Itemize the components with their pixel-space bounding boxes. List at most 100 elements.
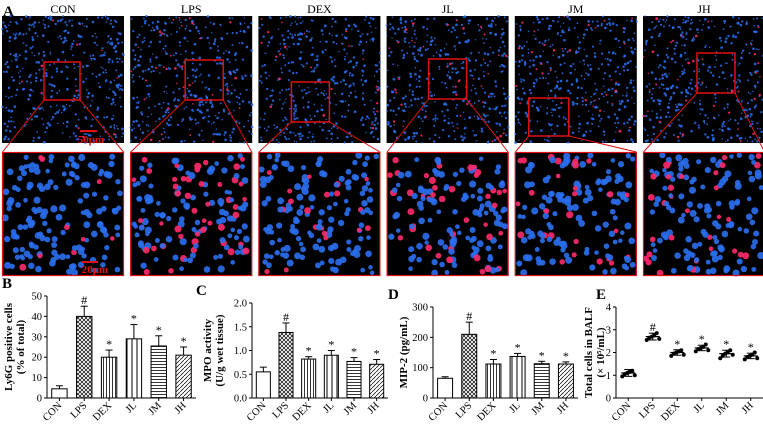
panelc-y-tick-label: 0.0 bbox=[234, 394, 247, 405]
panel-label-a: A bbox=[3, 4, 14, 20]
panele-sig-marker-dex: * bbox=[674, 337, 680, 351]
panelc-y-label: MPO activity bbox=[202, 318, 214, 382]
zoom-connector bbox=[568, 135, 637, 153]
panelc-sig-marker-jm: * bbox=[351, 345, 357, 359]
panelc-x-tick-label-con: CON bbox=[245, 400, 269, 424]
scale-bar-bottom-label: 20μm bbox=[82, 264, 108, 276]
panele-point-jl bbox=[706, 348, 711, 353]
panelc-x-tick-label-jm: JM bbox=[342, 400, 360, 418]
paneld-sig-marker-lps: # bbox=[466, 309, 472, 323]
micrograph-zoom-con bbox=[1, 152, 124, 277]
panelb-y-label-unit: (% of total) bbox=[15, 319, 27, 374]
panelc-x-tick-label-lps: LPS bbox=[271, 400, 292, 421]
panelb-y-tick-label: 30 bbox=[32, 332, 43, 343]
panele-x-tick-label-jl: JL bbox=[692, 400, 707, 415]
zoom-connector bbox=[386, 98, 429, 153]
paneld-y-label: MIP-2 (pg/mL) bbox=[398, 316, 410, 388]
panele-panel-label: E bbox=[596, 287, 606, 303]
zoom-connector bbox=[130, 99, 186, 153]
paneld-bar-jl bbox=[509, 355, 526, 399]
zoom-connector bbox=[258, 121, 292, 153]
paneld-bar-con bbox=[437, 377, 454, 399]
paneld-panel-label: D bbox=[388, 287, 399, 303]
panelc-y-label-unit: (U/g wet tissue) bbox=[214, 314, 226, 386]
panelb-x-tick-label-dex: DEX bbox=[91, 400, 114, 423]
panele-sig-marker-jm: * bbox=[723, 337, 729, 351]
panele-sig-marker-lps: # bbox=[650, 320, 656, 334]
panele-sig-marker-jl: * bbox=[699, 332, 705, 346]
zoom-connector bbox=[514, 135, 530, 153]
paneld-sig-marker-jh: * bbox=[563, 349, 569, 363]
panelc-sig-marker-jh: * bbox=[374, 347, 380, 361]
panelb-x-tick-label-jh: JH bbox=[173, 400, 189, 416]
panelb-x-tick-label-jl: JL bbox=[124, 400, 139, 415]
micrograph-zoom-lps bbox=[130, 152, 253, 276]
panele-x-tick-label-dex: DEX bbox=[659, 400, 682, 423]
zoom-box-dex bbox=[290, 81, 331, 123]
panelb-bar-jh bbox=[175, 354, 192, 399]
panele-y-tick-label: 1 bbox=[606, 371, 611, 382]
panelb-y-tick-label: 40 bbox=[32, 312, 43, 323]
paneld-y-tick-label: 100 bbox=[412, 363, 428, 374]
group-label-jm: JM bbox=[568, 2, 584, 16]
group-label-con: CON bbox=[50, 2, 76, 16]
panelb-bar-jl bbox=[125, 338, 143, 399]
paneld-x-tick-label-con: CON bbox=[427, 400, 451, 424]
micrograph-top-jm bbox=[514, 15, 638, 145]
zoom-box-lps bbox=[184, 59, 224, 101]
micrograph-zoom-dex bbox=[258, 151, 381, 276]
panele-x-tick-label-con: CON bbox=[610, 400, 634, 424]
panele-y-tick-label: 0 bbox=[606, 394, 611, 405]
panelb-y-label: Ly6G positive cells bbox=[3, 302, 15, 391]
panele-x-tick-label-lps: LPS bbox=[637, 400, 658, 421]
micrograph-top-lps bbox=[129, 14, 254, 144]
panelb-bar-dex bbox=[100, 356, 118, 399]
panelb-x-tick-label-jm: JM bbox=[147, 400, 165, 418]
scale-bar-top-label: 50μm bbox=[78, 134, 104, 146]
panelb-y-tick-label: 0 bbox=[37, 394, 42, 405]
panelc-y-tick-label: 2.0 bbox=[234, 299, 247, 310]
paneld-y-tick-label: 0 bbox=[423, 394, 428, 405]
panelb-y-tick-label: 20 bbox=[32, 353, 43, 364]
paneld-bar-dex bbox=[485, 363, 502, 399]
micrograph-top-jl bbox=[385, 15, 510, 144]
panelb-panel-label: B bbox=[2, 276, 12, 292]
paneld-y-tick-label: 200 bbox=[412, 333, 428, 344]
panelc-x-tick-label-dex: DEX bbox=[291, 400, 314, 423]
zoom-box-jm bbox=[528, 97, 570, 137]
panelc-bar-lps bbox=[278, 331, 294, 399]
micrograph-top-con bbox=[1, 14, 125, 144]
paneld-x-tick-label-dex: DEX bbox=[475, 400, 498, 423]
paneld-sig-marker-jm: * bbox=[539, 348, 545, 362]
panelc-x-tick-label-jh: JH bbox=[366, 400, 382, 416]
panel-c-chart: C 0.0 0.5 1.0 1.5 2.0 MPO activity (U/g wet tis… bbox=[196, 283, 388, 424]
panele-sig-marker-jh: * bbox=[748, 340, 754, 354]
paneld-x-tick-label-jm: JM bbox=[530, 400, 548, 418]
panelc-bar-jh bbox=[369, 363, 385, 399]
panele-point-jh bbox=[755, 356, 760, 361]
zoom-connector bbox=[734, 92, 763, 151]
panelb-y-tick-label: 10 bbox=[32, 373, 43, 384]
micrograph-top-jh bbox=[642, 15, 763, 143]
zoom-box-jl bbox=[427, 58, 468, 100]
panele-y-tick-label: 2 bbox=[606, 348, 611, 359]
paneld-sig-marker-dex: * bbox=[490, 346, 496, 360]
zoom-connector bbox=[222, 99, 253, 153]
panele-point-dex bbox=[681, 352, 686, 357]
zoom-box-con bbox=[43, 61, 81, 101]
panelb-bar-jm bbox=[150, 345, 167, 399]
panele-x-tick-label-jh: JH bbox=[740, 400, 756, 416]
micrograph-zoom-jm bbox=[514, 152, 637, 277]
group-label-jh: JH bbox=[697, 2, 711, 16]
panele-y-tick-label: 3 bbox=[606, 325, 611, 336]
panelc-x-tick-label-jl: JL bbox=[321, 400, 336, 415]
group-label-jl: JL bbox=[442, 2, 454, 16]
paneld-x-tick-label-jl: JL bbox=[508, 400, 523, 415]
panel-b-chart: B 0 10 20 30 40 50 Ly6G positive cells (% of tot… bbox=[2, 276, 196, 424]
panelc-bar-dex bbox=[301, 358, 317, 399]
zoom-connector bbox=[2, 99, 45, 153]
panelc-y-tick-label: 0.5 bbox=[234, 370, 247, 381]
panelb-x-tick-label-lps: LPS bbox=[69, 400, 90, 421]
panelb-sig-marker-jl: * bbox=[131, 312, 137, 326]
